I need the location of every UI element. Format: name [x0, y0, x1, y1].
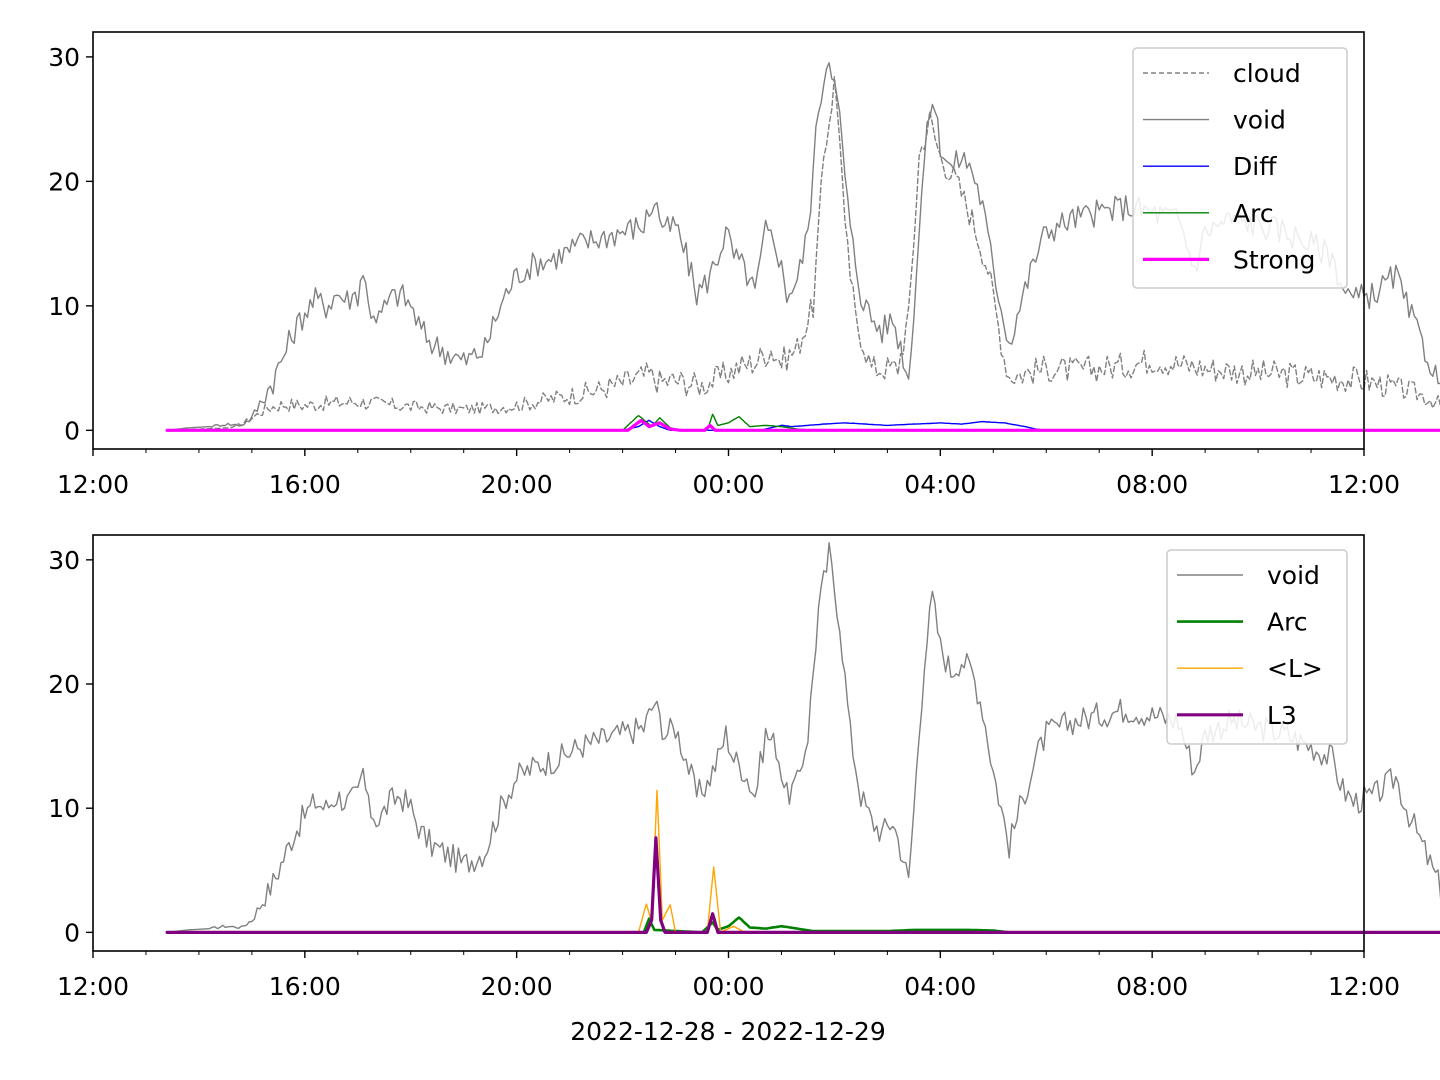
y-tick-label: 20 — [48, 670, 80, 699]
x-tick-label: 20:00 — [481, 470, 553, 499]
series-line-strong — [165, 418, 1440, 432]
y-tick-label: 0 — [64, 918, 80, 947]
legend: cloud void Diff Arc Strong — [1132, 47, 1348, 289]
series-group — [165, 542, 1440, 934]
series-line-l3 — [165, 836, 1440, 934]
x-tick-label: 12:00 — [1328, 470, 1400, 499]
bottom-chart-panel: 0 10 20 30 12:00 16:00 20:00 00:00 04:00 08:00 12:… — [48, 534, 1440, 1001]
x-tick-label: 04:00 — [904, 470, 976, 499]
legend-label: cloud — [1233, 59, 1301, 88]
x-tick-label: 08:00 — [1116, 470, 1188, 499]
x-tick-label: 16:00 — [269, 470, 341, 499]
legend-label: void — [1267, 561, 1320, 590]
legend-label: Diff — [1233, 152, 1277, 181]
x-tick-label: 04:00 — [904, 972, 976, 1001]
x-tick-label: 12:00 — [57, 972, 129, 1001]
legend-label: Arc — [1267, 608, 1308, 637]
legend-label: <L> — [1267, 654, 1323, 683]
x-tick-label: 00:00 — [692, 972, 764, 1001]
x-tick-label: 08:00 — [1116, 972, 1188, 1001]
x-tick-label: 00:00 — [692, 470, 764, 499]
legend: void Arc <L> L3 — [1166, 549, 1348, 745]
x-axis-label: 2022-12-28 - 2022-12-29 — [570, 1017, 886, 1046]
y-tick-label: 10 — [48, 292, 80, 321]
legend-label: void — [1233, 106, 1286, 135]
legend-box — [1166, 549, 1348, 745]
x-tick-label: 12:00 — [1328, 972, 1400, 1001]
legend-label: Strong — [1233, 245, 1315, 274]
top-chart-panel: 0 10 20 30 12:00 16:00 20:00 00:00 04:00 08:00 12:… — [48, 31, 1440, 499]
series-line-cloud — [166, 76, 1440, 431]
y-tick-label: 20 — [48, 167, 80, 196]
y-tick-label: 30 — [48, 546, 80, 575]
x-tick-label: 12:00 — [57, 470, 129, 499]
legend-label: L3 — [1267, 701, 1297, 730]
x-tick-label: 16:00 — [269, 972, 341, 1001]
y-tick-label: 30 — [48, 43, 80, 72]
legend-box — [1132, 47, 1348, 289]
x-tick-label: 20:00 — [481, 972, 553, 1001]
y-tick-label: 0 — [64, 416, 80, 445]
legend-label: Arc — [1233, 199, 1274, 228]
y-tick-label: 10 — [48, 794, 80, 823]
